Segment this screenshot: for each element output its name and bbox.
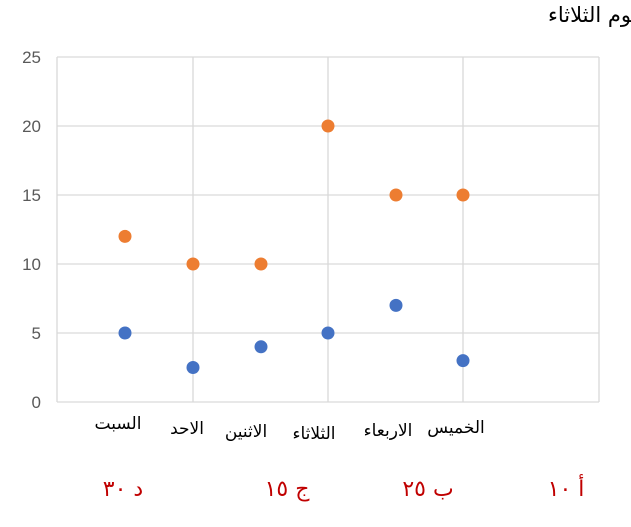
orange-data-point (456, 188, 470, 202)
orange-data-point (254, 257, 268, 271)
x-category-label: الاربعاء (364, 421, 413, 441)
orange-data-point (118, 229, 132, 243)
y-axis-ticks: 0 5 10 15 20 25 (22, 48, 41, 412)
chart-question: في الرسم البياني التالي ما اجمالي الاسته… (548, 3, 631, 28)
orange-data-point (321, 119, 335, 133)
answer-option-a[interactable]: أ ١٠ (548, 474, 585, 502)
x-category-label: الاحد (170, 419, 204, 439)
y-tick-label: 20 (22, 117, 41, 136)
blue-data-point (456, 354, 470, 368)
blue-data-point (389, 298, 403, 312)
answer-option-b[interactable]: ب ٢٥ (402, 477, 453, 502)
blue-data-point (118, 326, 132, 340)
orange-data-point (389, 188, 403, 202)
gridlines (56, 56, 600, 403)
y-tick-label: 25 (22, 48, 41, 67)
x-category-label: السبت (95, 414, 142, 434)
answer-option-c[interactable]: ج ١٥ (265, 477, 311, 502)
orange-data-point (186, 257, 200, 271)
y-tick-label: 5 (32, 324, 41, 343)
data-points (118, 119, 470, 374)
answer-option-d[interactable]: د ٣٠ (103, 477, 143, 502)
blue-data-point (321, 326, 335, 340)
x-category-label: الخميس (427, 418, 485, 438)
x-axis-categories: السبت الاحد الاثنين الثلاثاء الاربعاء ال… (95, 414, 485, 444)
answer-options: د ٣٠ ج ١٥ ب ٢٥ أ ١٠ (103, 474, 585, 502)
y-tick-label: 0 (32, 393, 41, 412)
y-tick-label: 10 (22, 255, 41, 274)
y-tick-label: 15 (22, 186, 41, 205)
x-category-label: الاثنين (225, 422, 267, 442)
blue-data-point (254, 340, 268, 354)
blue-data-point (186, 361, 200, 374)
x-category-label: الثلاثاء (292, 424, 335, 444)
